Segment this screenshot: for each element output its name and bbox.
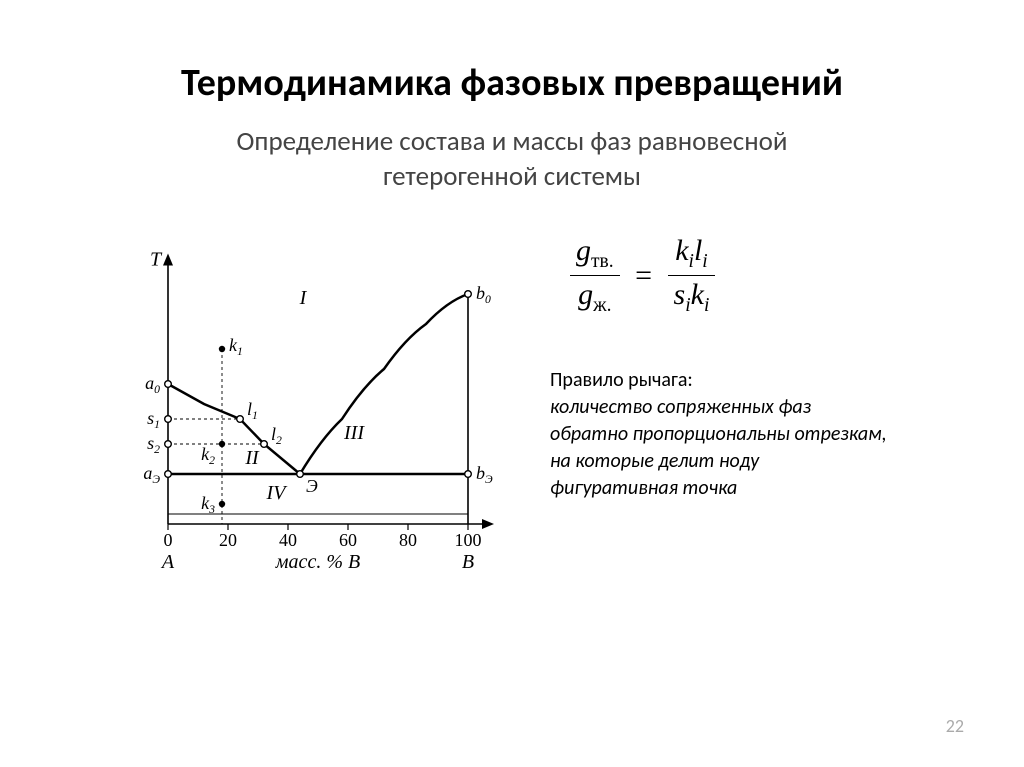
svg-text:l1: l1 (247, 399, 258, 422)
svg-text:s2: s2 (147, 433, 160, 456)
svg-text:20: 20 (219, 530, 237, 550)
equals-sign: = (635, 259, 652, 293)
right-column: gтв. gж. = kili siki Правило (550, 224, 964, 502)
lever-rule-title: Правило рычага: (550, 368, 693, 392)
svg-text:IV: IV (266, 482, 289, 504)
svg-text:80: 80 (399, 530, 417, 550)
page-number: 22 (946, 715, 964, 737)
subtitle-line2: гетерогенной системы (383, 160, 641, 193)
svg-text:масс. % B: масс. % B (275, 551, 360, 573)
svg-text:T: T (150, 249, 163, 271)
svg-text:60: 60 (339, 530, 357, 550)
lever-rule-text: Правило рычага: количество сопряженных ф… (550, 367, 890, 502)
g-zh-sub: ж. (593, 295, 611, 316)
li-sub: i (702, 251, 707, 272)
content-row: 0 20 40 60 80 100 T A Bмасс. % B a0 s1s2 aЭ b0 bЭ l1 l2… (60, 224, 964, 589)
svg-text:I: I (299, 287, 308, 309)
g-zh: g (578, 278, 593, 311)
lever-rule-body: количество сопряженных фаз обратно пропо… (550, 395, 887, 500)
svg-text:100: 100 (455, 530, 482, 550)
svg-text:0: 0 (164, 530, 173, 550)
svg-text:B: B (462, 551, 474, 573)
svg-text:a0: a0 (145, 373, 160, 396)
ki2-sub: i (704, 295, 709, 316)
svg-text:aЭ: aЭ (143, 463, 160, 486)
g-tv: g (576, 234, 591, 267)
page-title: Термодинамика фазовых превращений (60, 60, 964, 106)
svg-text:k2: k2 (201, 444, 215, 467)
svg-text:Э: Э (306, 476, 318, 496)
ki: k (675, 234, 688, 267)
svg-text:A: A (160, 551, 175, 573)
phase-diagram-svg: 0 20 40 60 80 100 T A Bмасс. % B a0 s1s2 aЭ b0 bЭ l1 l2… (110, 224, 510, 584)
svg-text:III: III (343, 422, 365, 444)
svg-text:bЭ: bЭ (476, 463, 493, 486)
svg-text:l2: l2 (271, 424, 282, 447)
lever-rule-formula: gтв. gж. = kili siki (570, 234, 964, 317)
g-tv-sub: тв. (591, 251, 614, 272)
ki2: k (691, 278, 704, 311)
svg-text:40: 40 (279, 530, 297, 550)
svg-text:II: II (244, 447, 260, 469)
svg-text:b0: b0 (476, 283, 491, 306)
svg-text:k1: k1 (229, 335, 243, 358)
phase-diagram: 0 20 40 60 80 100 T A Bмасс. % B a0 s1s2 aЭ b0 bЭ l1 l2… (110, 224, 510, 589)
slide: Термодинамика фазовых превращений Опреде… (0, 0, 1024, 767)
si: s (674, 278, 686, 311)
subtitle-line1: Определение состава и массы фаз равновес… (237, 125, 788, 158)
svg-text:k3: k3 (201, 493, 215, 516)
page-subtitle: Определение состава и массы фаз равновес… (60, 124, 964, 194)
svg-text:s1: s1 (147, 408, 160, 431)
